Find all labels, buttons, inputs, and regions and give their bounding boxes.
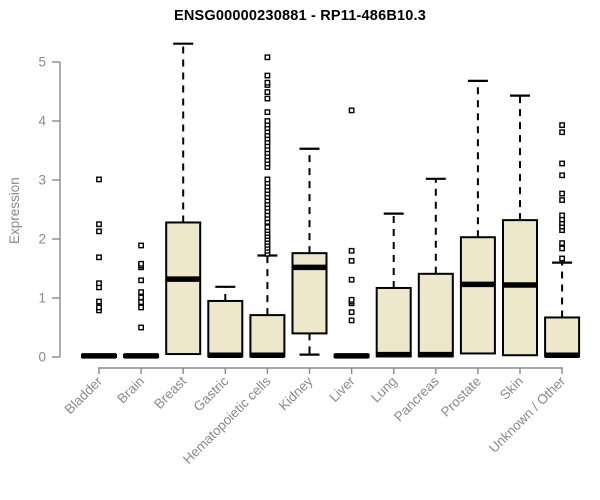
y-tick-label: 3 xyxy=(38,173,46,188)
outlier-point xyxy=(264,54,271,61)
iqr-box xyxy=(249,314,286,358)
y-tick-label: 4 xyxy=(38,114,46,129)
boxplot-prostate xyxy=(459,79,496,355)
iqr-box xyxy=(207,299,244,358)
outlier-point xyxy=(559,255,566,262)
x-category-label-kidney: Kidney xyxy=(276,373,316,413)
outlier-point xyxy=(348,257,355,264)
boxplot-unknown-other xyxy=(544,122,581,358)
boxplot-breast xyxy=(165,42,202,356)
y-tick-label: 2 xyxy=(38,232,46,247)
outlier-point xyxy=(348,296,355,303)
outlier-point xyxy=(348,309,355,316)
x-category-label-prostate: Prostate xyxy=(438,374,484,420)
outlier-point xyxy=(96,228,102,235)
outlier-point xyxy=(559,240,566,247)
outlier-point xyxy=(264,118,271,124)
x-category-label-lung: Lung xyxy=(368,374,400,406)
x-category-label-liver: Liver xyxy=(326,373,358,405)
boxplot-pancreas xyxy=(417,177,454,358)
outlier-point xyxy=(559,190,566,197)
x-category-label-skin: Skin xyxy=(497,374,526,403)
outlier-point xyxy=(559,212,566,219)
outlier-point xyxy=(264,72,271,79)
y-tick-label: 1 xyxy=(38,291,46,306)
x-category-label-breast: Breast xyxy=(151,373,189,411)
boxplot-hematopoietic-cells xyxy=(249,54,286,358)
outlier-point xyxy=(96,176,102,183)
iqr-box xyxy=(544,316,581,358)
y-axis: 0 1 2 3 4 5 xyxy=(38,55,61,365)
outlier-point xyxy=(96,254,102,261)
chart-title: ENSG00000230881 - RP11-486B10.3 xyxy=(173,8,427,24)
outlier-point xyxy=(138,294,144,301)
iqr-box xyxy=(375,286,412,358)
boxplot-liver xyxy=(333,107,370,359)
outlier-point xyxy=(264,79,271,86)
outlier-point xyxy=(138,289,144,295)
iqr-box xyxy=(417,272,454,358)
x-category-label-pancreas: Pancreas xyxy=(391,373,442,424)
outlier-point xyxy=(264,224,271,231)
outlier-point xyxy=(559,129,566,136)
outlier-point xyxy=(138,242,144,249)
boxplot-bladder xyxy=(81,176,117,359)
x-category-label-bladder: Bladder xyxy=(62,373,106,417)
boxplot-gastric xyxy=(207,285,244,358)
x-category-label-gastric: Gastric xyxy=(191,373,232,414)
outlier-point xyxy=(348,247,355,254)
outlier-point xyxy=(264,176,271,183)
iqr-box xyxy=(165,221,202,356)
outlier-point xyxy=(264,89,271,95)
boxplot-brain xyxy=(123,242,160,359)
outlier-point xyxy=(348,276,355,283)
outlier-point xyxy=(96,280,102,287)
outlier-point xyxy=(138,277,144,284)
outlier-point xyxy=(138,299,144,306)
outlier-point xyxy=(559,122,566,129)
y-tick-label: 5 xyxy=(38,55,46,70)
outlier-point xyxy=(138,324,144,331)
outlier-point xyxy=(348,107,355,114)
y-tick-label: 0 xyxy=(38,350,46,365)
outlier-point xyxy=(264,95,271,102)
outlier-point xyxy=(138,304,144,311)
outlier-point xyxy=(559,160,566,167)
outlier-point xyxy=(559,245,566,252)
outlier-point xyxy=(138,260,144,267)
outlier-point xyxy=(348,317,355,324)
boxplot-lung xyxy=(375,212,412,358)
outlier-point xyxy=(264,109,271,116)
outlier-point xyxy=(96,221,102,228)
outlier-point xyxy=(96,304,102,311)
boxplot-skin xyxy=(502,94,538,357)
outlier-point xyxy=(96,298,102,305)
iqr-box xyxy=(459,236,496,355)
outlier-point xyxy=(559,197,566,203)
boxplot-kidney xyxy=(291,147,328,356)
outlier-point xyxy=(559,172,566,179)
x-category-label-unknown-other: Unknown / Other xyxy=(486,373,569,456)
x-category-label-brain: Brain xyxy=(114,374,147,407)
